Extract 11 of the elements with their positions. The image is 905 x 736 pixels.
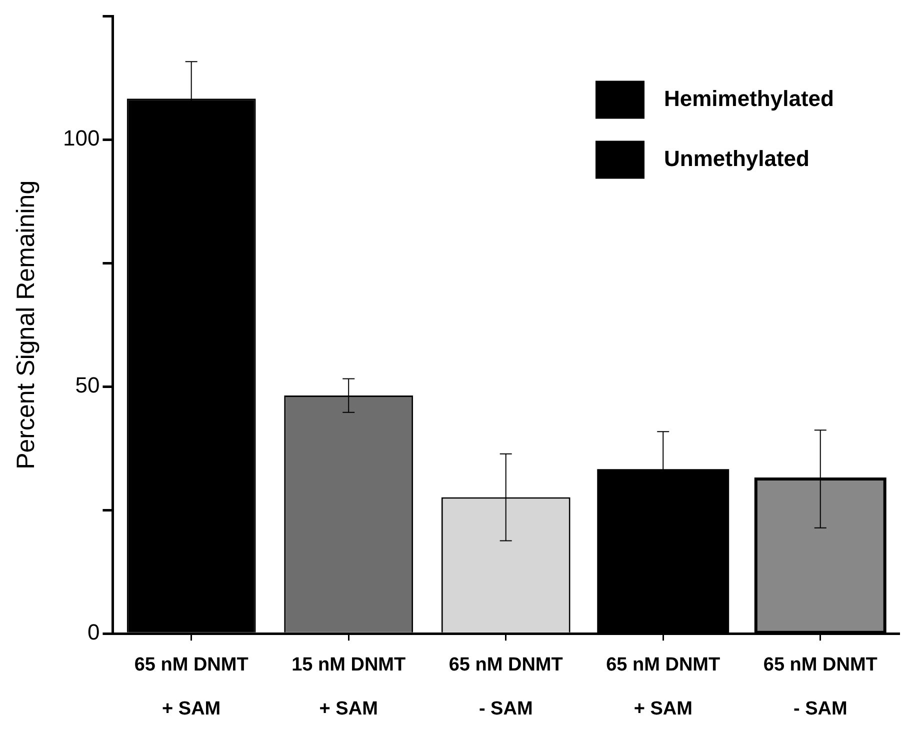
x-tick-label: 65 nM DNMT - SAM xyxy=(763,654,878,720)
x-tick-label: 65 nM DNMT - SAM xyxy=(448,654,564,720)
legend-label: Unmethylated xyxy=(664,146,810,171)
y-axis-title: Percent Signal Remaining xyxy=(12,180,40,470)
y-tick-label: 50 xyxy=(75,372,100,398)
y-tick-label: 100 xyxy=(62,126,100,151)
x-tick-label: 65 nM DNMT + SAM xyxy=(606,654,721,720)
x-tick-label: 65 nM DNMT + SAM xyxy=(134,654,249,720)
legend-label: Hemimethylated xyxy=(664,86,834,111)
x-tick-label: 15 nM DNMT + SAM xyxy=(292,654,406,720)
y-tick-label: 0 xyxy=(87,620,100,645)
